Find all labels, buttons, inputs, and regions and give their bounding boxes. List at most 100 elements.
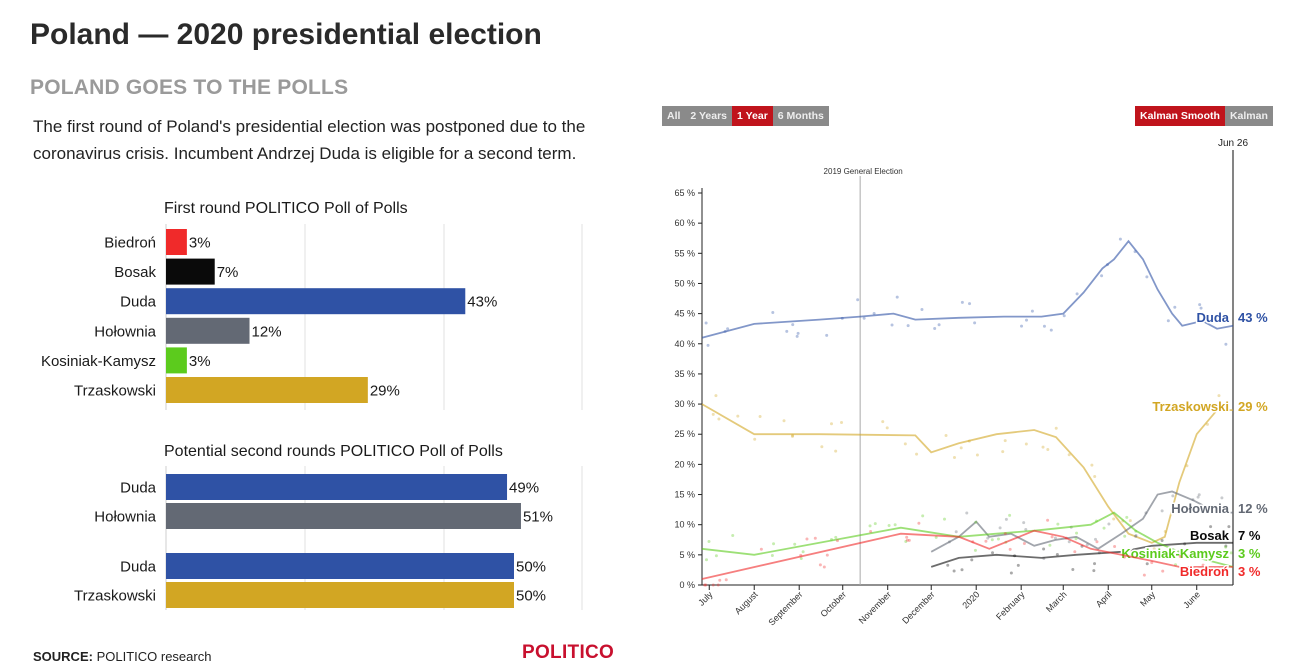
biedron--poll-dot — [905, 538, 909, 542]
politico-logo[interactable]: POLITICO — [522, 642, 615, 663]
trzaskowski-poll-dot — [885, 426, 889, 430]
trzaskowski-poll-dot — [881, 420, 885, 424]
kosiniak-kamysz-trend-line — [701, 511, 1234, 568]
kosiniak-kamysz-poll-dot — [943, 517, 947, 521]
trzaskowski-poll-dot — [1206, 405, 1210, 409]
y-tick-label: 35 % — [674, 369, 695, 379]
kosiniak-kamysz-poll-dot — [1056, 522, 1060, 526]
trzaskowski-poll-dot — [1054, 426, 1058, 430]
trzaskowski-poll-dot — [1128, 519, 1132, 523]
kosiniak-kamysz-poll-dot — [1144, 552, 1148, 556]
first-round-kosiniak-kamysz-value: 3% — [189, 353, 211, 370]
y-tick-label: 65 % — [674, 188, 695, 198]
bosak-trend-line — [930, 541, 1233, 568]
ho-ownia-poll-dot — [986, 536, 990, 540]
biedron--poll-dot — [825, 553, 829, 557]
bosak-poll-dot — [1227, 525, 1231, 529]
duda-poll-dot — [1199, 306, 1203, 310]
duda-end-label: Duda — [1197, 310, 1230, 325]
duda-poll-dot — [920, 307, 924, 311]
duda-poll-dot — [862, 316, 866, 320]
x-tick-label: September — [766, 589, 804, 627]
trzaskowski-poll-dot — [944, 433, 948, 437]
kosiniak-kamysz-poll-dot — [1192, 573, 1196, 577]
range-6-months-button[interactable]: 6 Months — [772, 106, 829, 126]
y-tick-label: 10 % — [674, 520, 695, 530]
duda-poll-dot — [706, 343, 710, 347]
biedron--poll-dot — [905, 535, 909, 539]
ho-ownia-poll-dot — [1134, 534, 1138, 538]
biedron--poll-dot — [1142, 573, 1146, 577]
trzaskowski-poll-dot — [903, 442, 907, 446]
y-tick-label: 40 % — [674, 339, 695, 349]
bosak-poll-dot — [1165, 552, 1169, 556]
kosiniak-kamysz-poll-dot — [1075, 531, 1079, 535]
duda-poll-dot — [906, 324, 910, 328]
kosiniak-kamysz-poll-dot — [996, 537, 1000, 541]
duda-poll-dot — [895, 295, 899, 299]
second-round-1-duda-value: 49% — [509, 480, 539, 497]
duda-poll-dot — [933, 327, 937, 331]
range-all-button[interactable]: All — [662, 106, 686, 126]
trzaskowski-poll-dot — [1093, 474, 1097, 478]
duda-poll-dot — [796, 331, 800, 335]
first-round-duda-bar — [166, 288, 466, 315]
trzaskowski-poll-dot — [840, 421, 844, 425]
duda-end-value: 43 % — [1238, 310, 1268, 325]
biedron--poll-dot — [716, 583, 720, 587]
first-round-kosiniak-kamysz-label: Kosiniak-Kamysz — [41, 353, 156, 370]
kosiniak-kamysz-poll-dot — [1224, 545, 1228, 549]
x-tick-label: May — [1138, 589, 1157, 608]
range-1-year-button[interactable]: 1 Year — [732, 106, 773, 126]
current-date-label: Jun 26 — [1218, 138, 1248, 149]
x-tick-label: February — [994, 589, 1027, 622]
biedron--poll-dot — [907, 538, 911, 542]
duda-poll-dot — [785, 329, 789, 333]
trzaskowski-poll-dot — [975, 453, 979, 457]
second-round-1-ho-ownia-label: Hołownia — [94, 509, 156, 526]
duda-poll-dot — [856, 298, 860, 302]
trzaskowski-poll-dot — [1112, 517, 1116, 521]
trzaskowski-poll-dot — [1001, 450, 1005, 454]
poll-trend-chart[interactable]: 0 % 5 % 10 % 15 % 20 % 25 % 30 % 35 % 40 % 45 % 50… — [640, 130, 1296, 672]
kosiniak-kamysz-poll-dot — [887, 524, 891, 528]
first-round-biedron--label: Biedroń — [104, 235, 156, 252]
trzaskowski-poll-dot — [1041, 445, 1045, 449]
kosiniak-kamysz-poll-dot — [772, 542, 776, 546]
bosak-poll-dot — [952, 569, 956, 573]
ho-ownia-poll-dot — [1160, 509, 1164, 513]
kosiniak-kamysz-poll-dot — [714, 554, 718, 558]
ho-ownia-poll-dot — [1220, 496, 1224, 500]
ho-ownia-poll-dot — [998, 526, 1002, 530]
smoothing-kalman-button[interactable]: Kalman — [1224, 106, 1273, 126]
duda-poll-dot — [1198, 303, 1202, 307]
duda-poll-dot — [825, 333, 829, 337]
biedron--poll-dot — [805, 537, 809, 541]
second-round-2-duda-value: 50% — [516, 559, 546, 576]
biedron--poll-dot — [822, 565, 826, 569]
x-tick-label: April — [1094, 589, 1114, 609]
first-round-bosak-bar — [166, 258, 215, 285]
first-round-title: First round POLITICO Poll of Polls — [164, 200, 408, 217]
first-round-biedron--bar — [166, 229, 187, 255]
first-round-ho-ownia-label: Hołownia — [94, 323, 156, 340]
range-2-years-button[interactable]: 2 Years — [685, 106, 733, 126]
biedron--poll-dot — [1008, 547, 1012, 551]
bosak-poll-dot — [1093, 562, 1097, 566]
first-round-ho-ownia-value: 12% — [252, 323, 282, 340]
smoothing-kalman-smooth-button[interactable]: Kalman Smooth — [1135, 106, 1225, 126]
section-subtitle: POLAND GOES TO THE POLLS — [30, 76, 349, 99]
trzaskowski-poll-dot — [1003, 439, 1007, 443]
kosiniak-kamysz-poll-dot — [1158, 549, 1162, 553]
ho-ownia-end-label: Hołownia — [1171, 501, 1230, 516]
ho-ownia-poll-dot — [1004, 517, 1008, 521]
bosak-poll-dot — [991, 551, 995, 555]
duda-poll-dot — [726, 327, 730, 331]
kosiniak-kamysz-poll-dot — [990, 538, 994, 542]
bosak-poll-dot — [1145, 562, 1149, 566]
biedron--poll-dot — [813, 536, 817, 540]
duda-poll-dot — [1118, 237, 1122, 241]
duda-poll-dot — [1049, 328, 1053, 332]
kosiniak-kamysz-poll-dot — [704, 558, 708, 562]
bosak-end-label: Bosak — [1190, 528, 1230, 543]
